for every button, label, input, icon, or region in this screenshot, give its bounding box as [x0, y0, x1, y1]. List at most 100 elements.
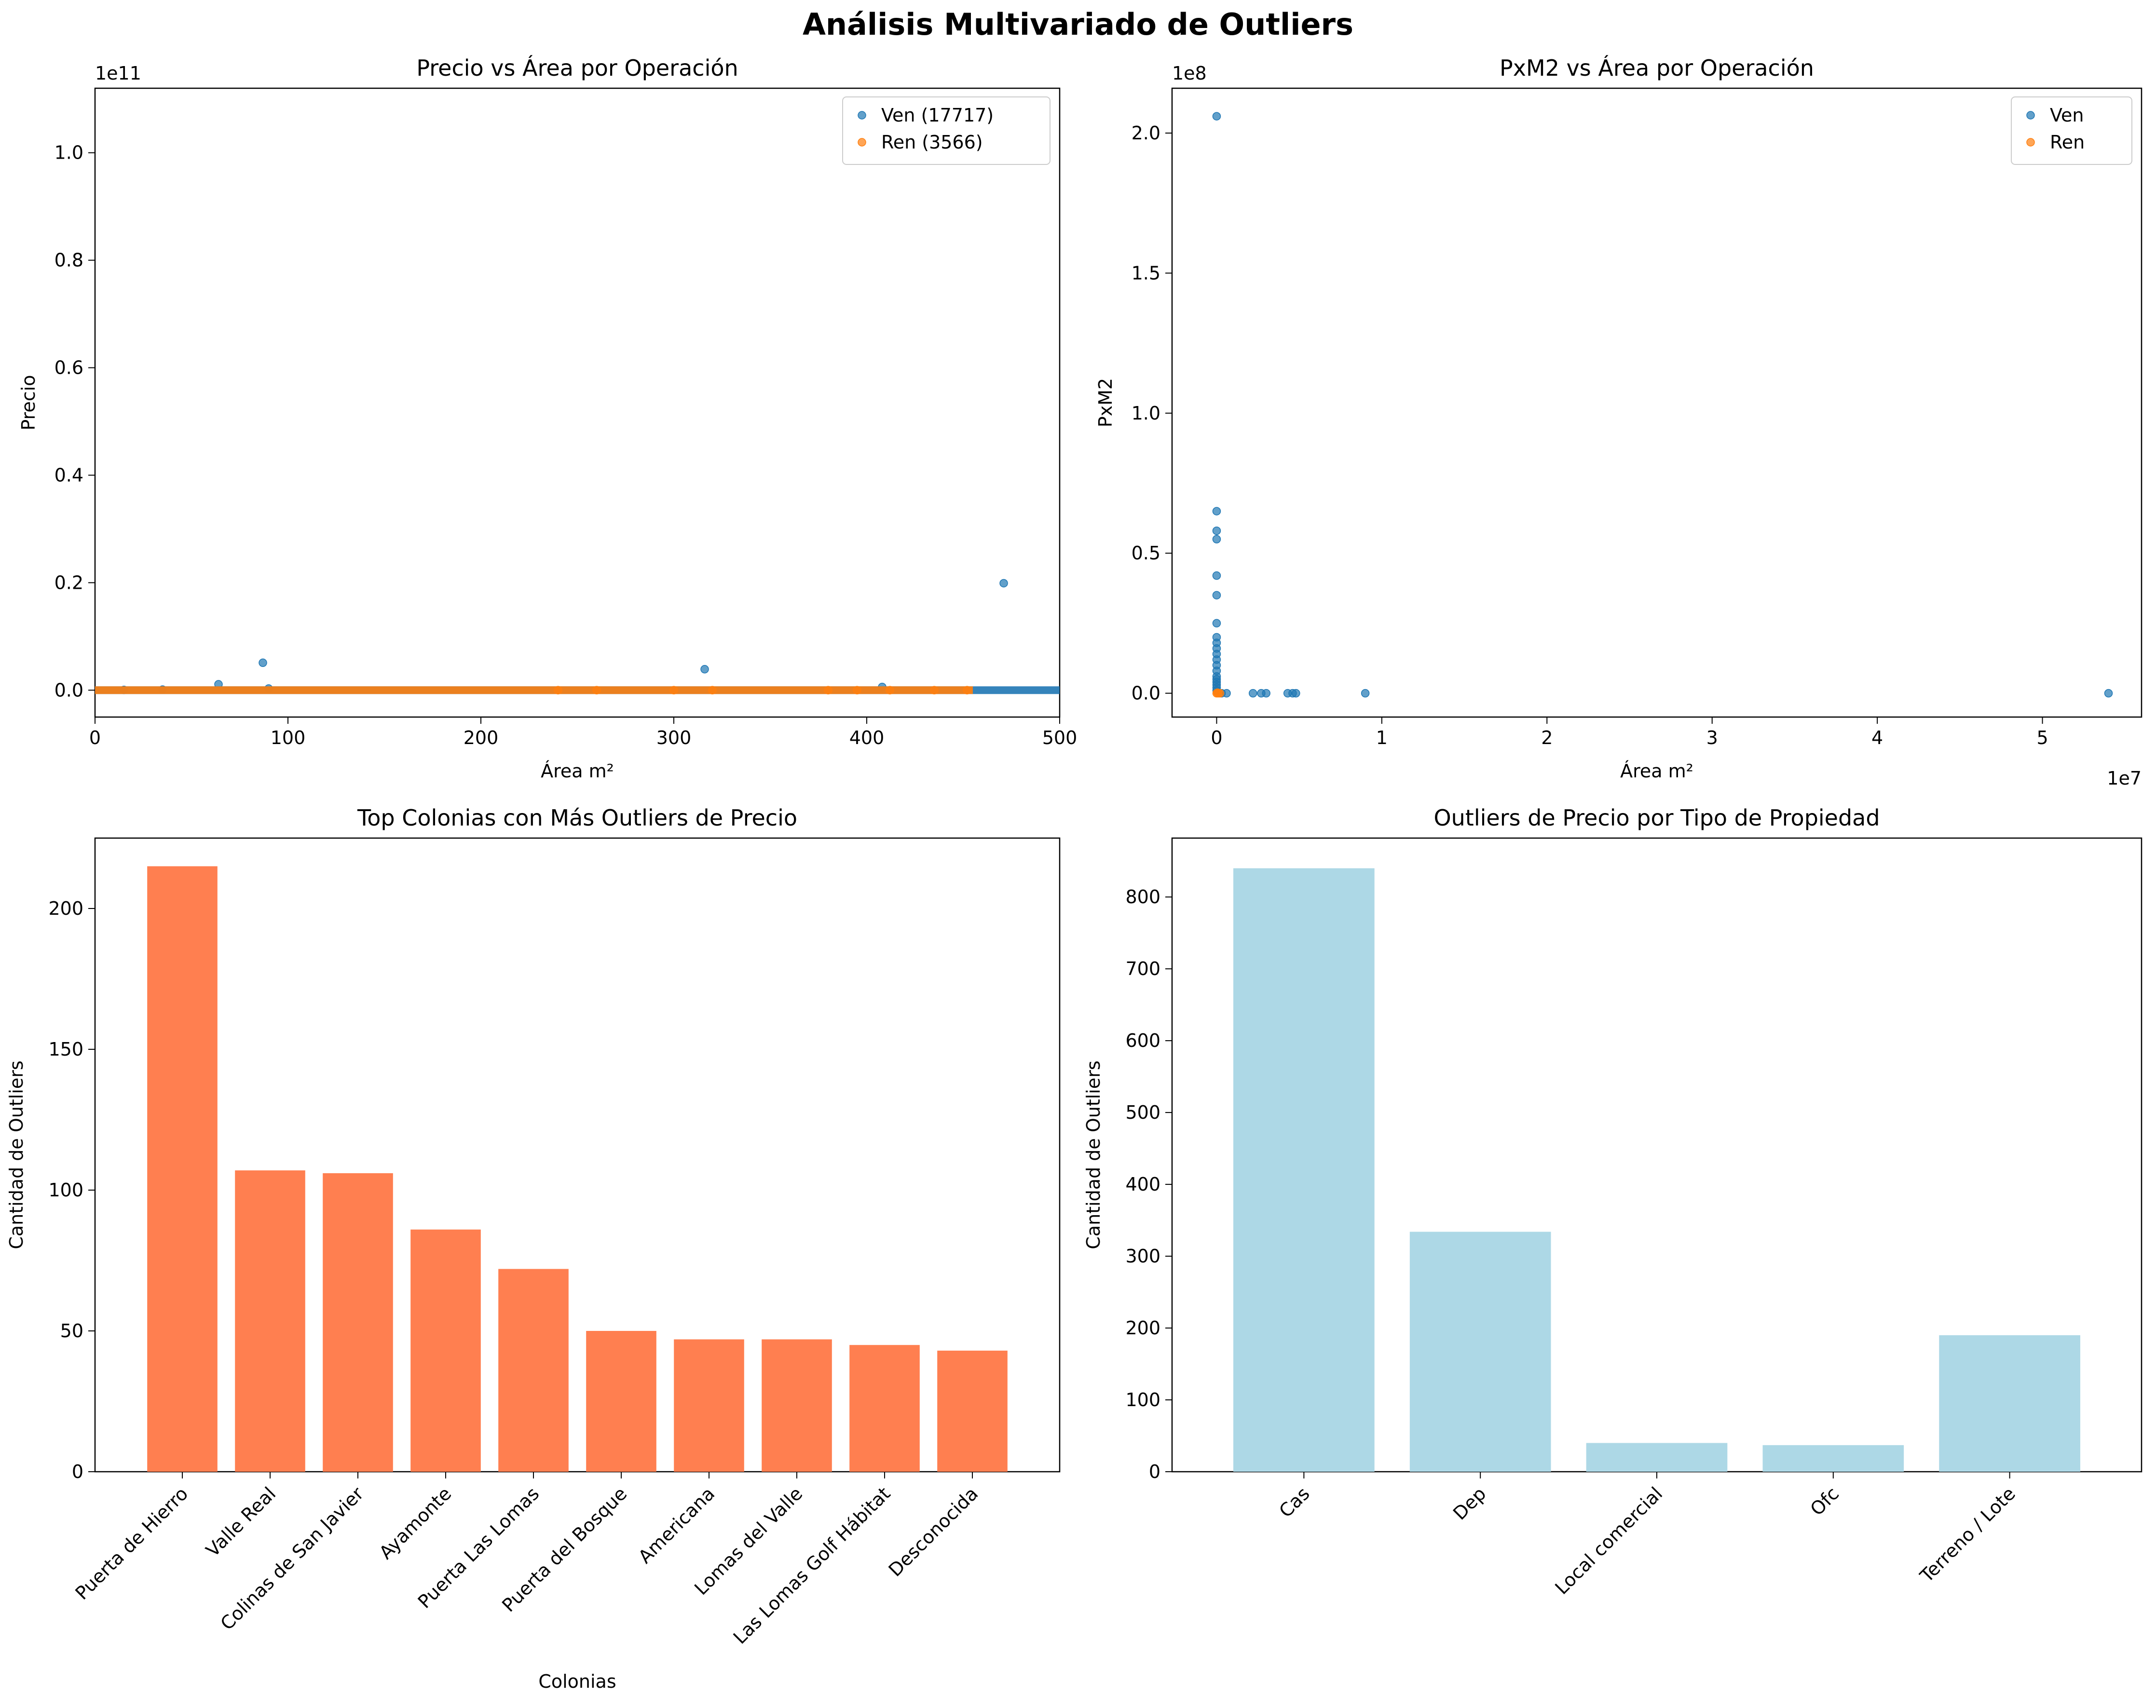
y-tick-label: 1.0 [55, 142, 83, 163]
scatter-point [1212, 619, 1221, 628]
y-tick-label: 0.8 [55, 250, 83, 271]
bar [1586, 1443, 1728, 1472]
y-axis-label: Precio [18, 375, 39, 430]
bar [323, 1173, 393, 1472]
x-tick-label: Desconocida [885, 1483, 982, 1581]
scatter-point [1262, 689, 1270, 698]
scatter-point [1212, 591, 1221, 600]
x-offset-text: 1e7 [2107, 768, 2142, 789]
scatter-point [824, 686, 832, 695]
scatter-point [592, 686, 601, 695]
scatter-point [1212, 507, 1221, 515]
chart-title: Precio vs Área por Operación [416, 55, 738, 81]
y-tick-label: 600 [1125, 1030, 1160, 1051]
scatter-point [1292, 689, 1300, 698]
x-tick-label: 0 [89, 727, 101, 748]
scatter-point [708, 686, 717, 695]
chart-title: PxM2 vs Área por Operación [1500, 55, 1814, 81]
x-tick-label: 300 [656, 727, 692, 748]
y-tick-label: 200 [1125, 1317, 1160, 1339]
scatter-point [1212, 112, 1221, 121]
y-tick-label: 2.0 [1132, 122, 1160, 144]
x-tick-label: 500 [1042, 727, 1078, 748]
scatter-point [700, 665, 709, 674]
bar [498, 1269, 569, 1472]
y-tick-label: 0.2 [55, 572, 83, 593]
y-offset-text: 1e8 [1172, 63, 1207, 84]
scatter-point [963, 686, 971, 695]
y-tick-label: 300 [1125, 1246, 1160, 1267]
y-tick-label: 0.6 [55, 357, 83, 379]
x-axis-label: Área m² [1620, 760, 1693, 782]
x-axis-label: Área m² [541, 760, 614, 782]
scatter-point [1213, 688, 1222, 697]
plot-frame [94, 837, 1061, 1473]
legend-marker [2026, 138, 2035, 147]
x-tick-label: 200 [464, 727, 499, 748]
scatter-point [1212, 535, 1221, 543]
y-tick-label: 100 [48, 1179, 83, 1201]
legend-marker [858, 138, 866, 147]
y-axis-label: Cantidad de Outliers [6, 1060, 27, 1249]
legend-marker [858, 111, 866, 120]
scatter-point [1212, 571, 1221, 580]
y-tick-label: 0.4 [55, 464, 83, 486]
legend-label: Ren [2050, 132, 2085, 153]
y-tick-label: 1.0 [1132, 403, 1160, 424]
x-tick-label: 1 [1376, 727, 1388, 748]
x-tick-label: 2 [1541, 727, 1553, 748]
legend-box [2011, 96, 2132, 165]
x-tick-label: 0 [1211, 727, 1222, 748]
x-tick-label: 3 [1706, 727, 1718, 748]
y-tick-label: 200 [48, 898, 83, 919]
y-tick-label: 0.0 [55, 679, 83, 701]
y-axis-label: PxM2 [1095, 378, 1116, 427]
scatter-point [1249, 689, 1257, 698]
scatter-point [1212, 526, 1221, 535]
bar [235, 1170, 305, 1472]
y-tick-label: 0 [72, 1461, 83, 1482]
y-tick-label: 400 [1125, 1174, 1160, 1195]
bar [1409, 1232, 1551, 1472]
y-axis-label: Cantidad de Outliers [1083, 1060, 1104, 1249]
legend-label: Ven (17717) [881, 105, 994, 126]
x-tick-label: Cas [1275, 1483, 1313, 1521]
x-tick-label: Colinas de San Javier [217, 1483, 368, 1634]
y-tick-label: 700 [1125, 958, 1160, 979]
y-tick-label: 500 [1125, 1102, 1160, 1123]
legend-marker [2026, 111, 2035, 120]
bar [586, 1331, 656, 1472]
scatter-point [1361, 689, 1370, 698]
bar [937, 1350, 1008, 1472]
bar [147, 866, 218, 1472]
y-offset-text: 1e11 [95, 63, 141, 84]
scatter-point [259, 658, 267, 667]
scatter-band [95, 686, 973, 694]
y-tick-label: 0.5 [1132, 542, 1160, 564]
scatter-point [886, 686, 894, 695]
chart-title: Top Colonias con Más Outliers de Precio [357, 805, 797, 831]
chart-title: Outliers de Precio por Tipo de Propiedad [1433, 805, 1880, 831]
x-tick-label: Puerta de Hierro [71, 1483, 192, 1604]
x-tick-label: Dep [1449, 1483, 1490, 1524]
x-tick-label: Americana [634, 1483, 719, 1567]
bar [1233, 868, 1375, 1472]
plot-frame [94, 87, 1061, 718]
scatter-point [999, 579, 1008, 588]
x-tick-label: Ofc [1806, 1483, 1843, 1520]
y-tick-label: 1.5 [1132, 262, 1160, 284]
x-tick-label: Las Lomas Golf Hábitat [729, 1483, 895, 1648]
scatter-point [930, 686, 939, 695]
scatter-point [669, 686, 678, 695]
x-tick-label: Local comercial [1551, 1483, 1667, 1599]
bar [762, 1339, 832, 1472]
x-tick-label: Terreno / Lote [1916, 1483, 2020, 1586]
bar [674, 1339, 744, 1472]
plot-frame [1171, 87, 2142, 718]
legend-label: Ren (3566) [881, 132, 983, 153]
x-tick-label: Valle Real [202, 1483, 280, 1561]
bar [410, 1229, 481, 1472]
x-tick-label: Ayamonte [375, 1483, 456, 1563]
legend-box [842, 96, 1051, 165]
